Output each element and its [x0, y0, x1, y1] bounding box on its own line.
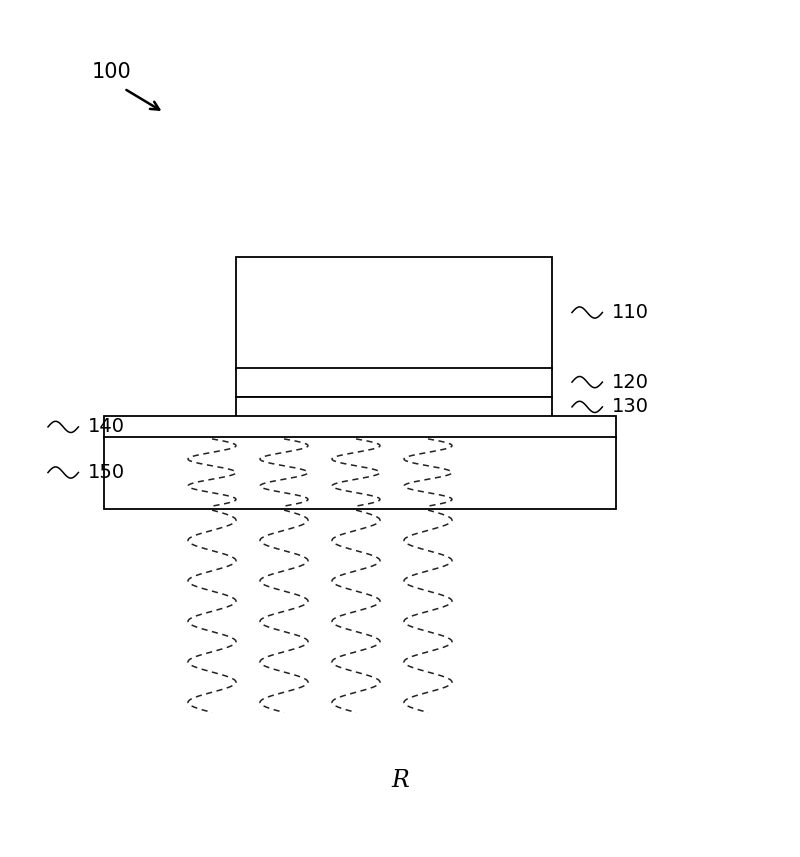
Bar	[236, 256, 552, 369]
Text: 130: 130	[612, 398, 649, 417]
Text: 140: 140	[88, 417, 125, 436]
Bar	[104, 436, 616, 508]
Text: 150: 150	[88, 463, 125, 482]
Text: 120: 120	[612, 373, 649, 392]
Bar	[104, 416, 616, 438]
Bar	[236, 397, 552, 417]
Text: R: R	[391, 769, 409, 792]
Text: 100: 100	[92, 63, 132, 82]
Text: 110: 110	[612, 303, 649, 322]
Bar	[236, 368, 552, 397]
